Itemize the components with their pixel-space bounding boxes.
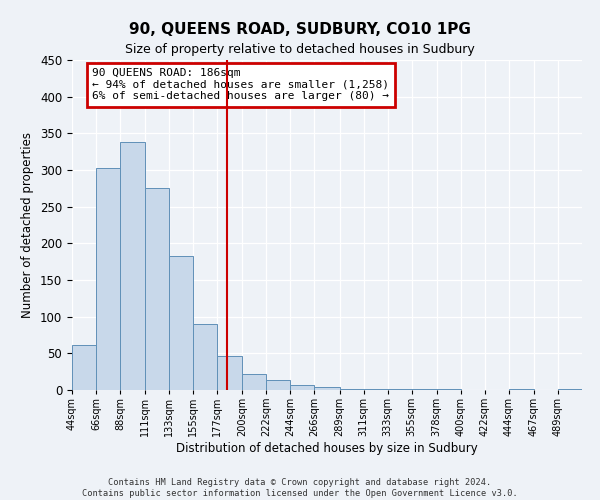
Bar [72, 344, 96, 390]
Bar [193, 324, 217, 390]
Bar [217, 356, 242, 390]
Bar [145, 188, 169, 390]
Bar [340, 388, 364, 390]
Y-axis label: Number of detached properties: Number of detached properties [22, 132, 34, 318]
Text: 90, QUEENS ROAD, SUDBURY, CO10 1PG: 90, QUEENS ROAD, SUDBURY, CO10 1PG [129, 22, 471, 38]
Bar [120, 142, 145, 390]
Bar [96, 168, 120, 390]
Bar [290, 385, 314, 390]
Text: 90 QUEENS ROAD: 186sqm
← 94% of detached houses are smaller (1,258)
6% of semi-d: 90 QUEENS ROAD: 186sqm ← 94% of detached… [92, 68, 389, 102]
Text: Size of property relative to detached houses in Sudbury: Size of property relative to detached ho… [125, 42, 475, 56]
Bar [169, 256, 193, 390]
Bar [314, 387, 340, 390]
Bar [266, 380, 290, 390]
Bar [242, 374, 266, 390]
Text: Contains HM Land Registry data © Crown copyright and database right 2024.
Contai: Contains HM Land Registry data © Crown c… [82, 478, 518, 498]
X-axis label: Distribution of detached houses by size in Sudbury: Distribution of detached houses by size … [176, 442, 478, 455]
Bar [364, 388, 388, 390]
